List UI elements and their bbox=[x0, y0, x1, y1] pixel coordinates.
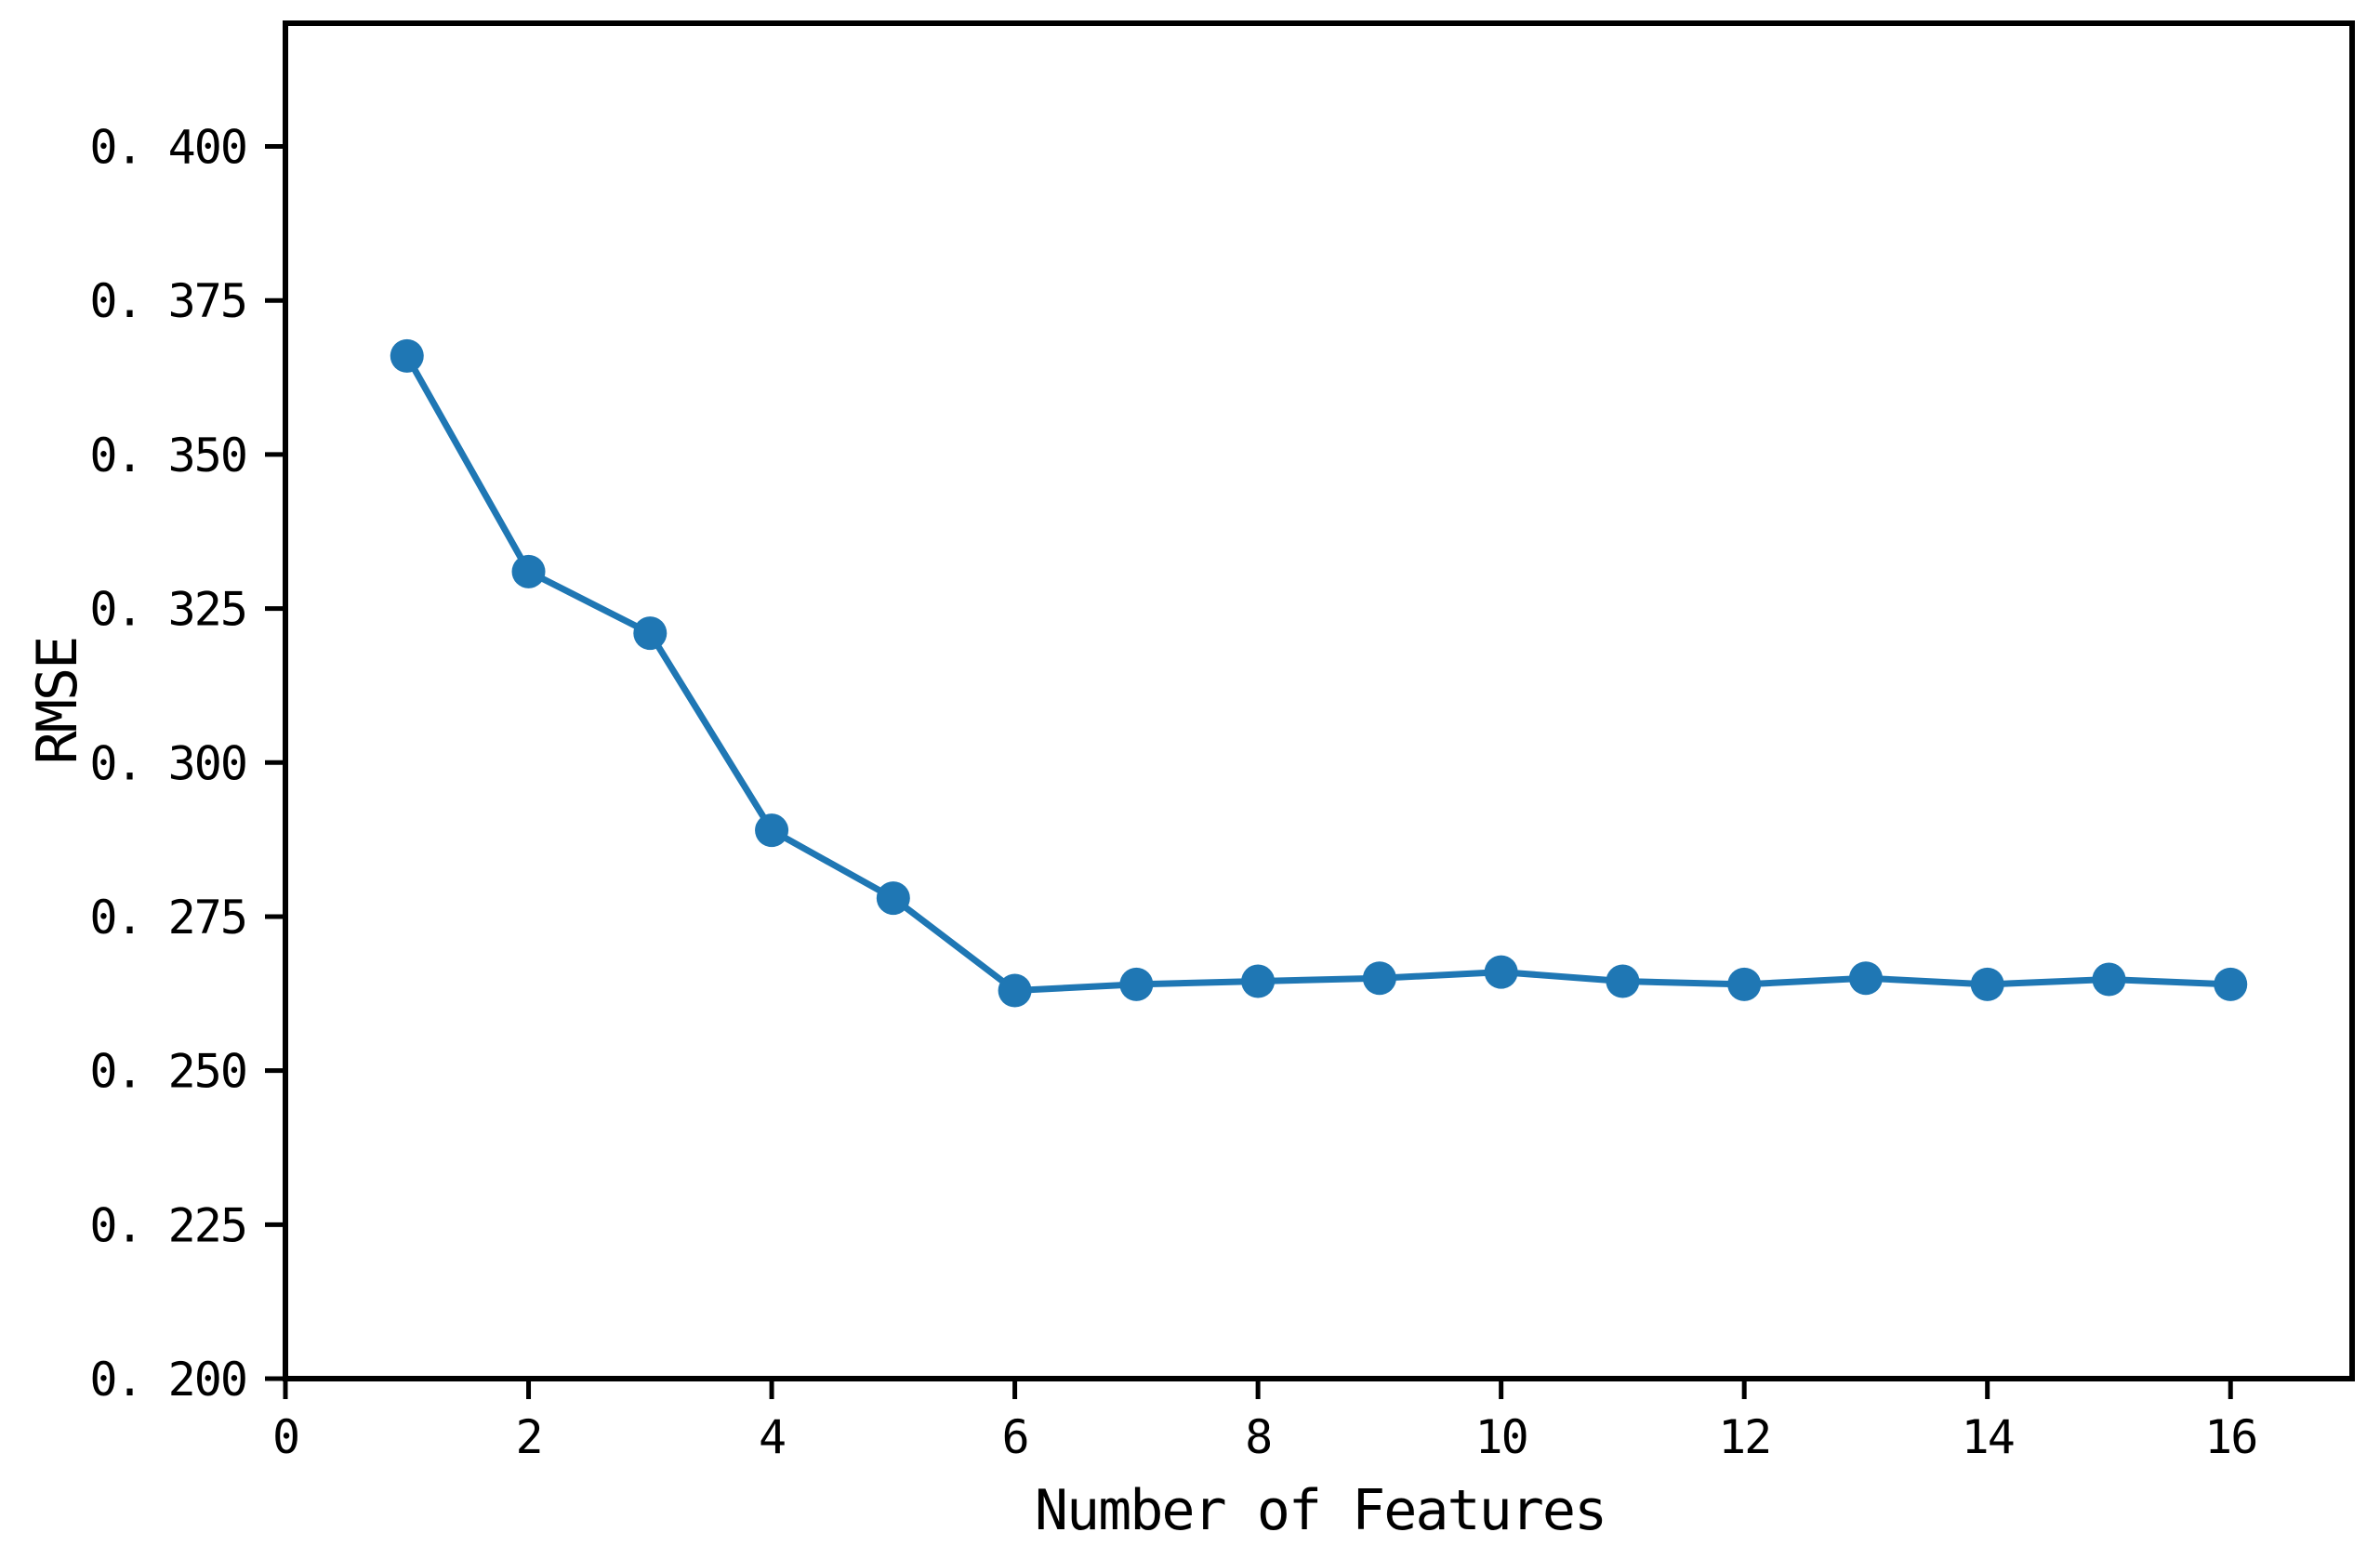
x-tick-label: 10 bbox=[1475, 1410, 1527, 1464]
y-tick-label: 0. 350 bbox=[89, 429, 246, 482]
data-point-marker bbox=[2214, 967, 2248, 1001]
x-tick-label: 8 bbox=[1245, 1410, 1271, 1464]
y-tick-label: 0. 300 bbox=[89, 736, 246, 790]
y-tick-label: 0. 375 bbox=[89, 274, 246, 328]
rmse-line bbox=[403, 352, 2234, 994]
data-point-marker bbox=[1362, 961, 1396, 996]
data-point-marker bbox=[511, 554, 546, 588]
x-tick-label: 16 bbox=[2204, 1410, 2256, 1464]
x-tick-label: 12 bbox=[1718, 1410, 1770, 1464]
data-point-marker bbox=[1848, 961, 1883, 996]
y-tick-label: 0. 250 bbox=[89, 1045, 246, 1099]
x-tick-label: 4 bbox=[759, 1410, 785, 1464]
x-tick-label: 2 bbox=[515, 1410, 541, 1464]
x-tick-label: 0 bbox=[272, 1410, 298, 1464]
y-tick-label: 0. 325 bbox=[89, 583, 246, 637]
x-tick-label: 14 bbox=[1962, 1410, 2014, 1464]
data-point-marker bbox=[755, 813, 789, 848]
data-point-marker bbox=[998, 973, 1032, 1008]
y-tick-label: 0. 225 bbox=[89, 1198, 246, 1252]
data-point-marker bbox=[876, 881, 910, 916]
data-point-marker bbox=[633, 616, 668, 651]
data-point-marker bbox=[1241, 964, 1276, 998]
data-point-marker bbox=[1484, 955, 1518, 989]
data-point-marker bbox=[2092, 962, 2126, 997]
x-axis-title: Number of Features bbox=[1035, 1478, 1606, 1543]
y-axis-title: RMSE bbox=[25, 638, 90, 765]
data-point-marker bbox=[1970, 967, 2004, 1001]
data-point-marker bbox=[390, 338, 424, 373]
y-tick-label: 0. 400 bbox=[89, 121, 246, 175]
data-point-marker bbox=[1119, 967, 1154, 1001]
plot-border bbox=[283, 20, 2355, 1381]
x-tick-label: 6 bbox=[1002, 1410, 1028, 1464]
y-tick-label: 0. 275 bbox=[89, 891, 246, 945]
data-point-marker bbox=[1606, 964, 1640, 998]
y-tick-label: 0. 200 bbox=[89, 1353, 246, 1407]
data-point-marker bbox=[1727, 967, 1762, 1001]
